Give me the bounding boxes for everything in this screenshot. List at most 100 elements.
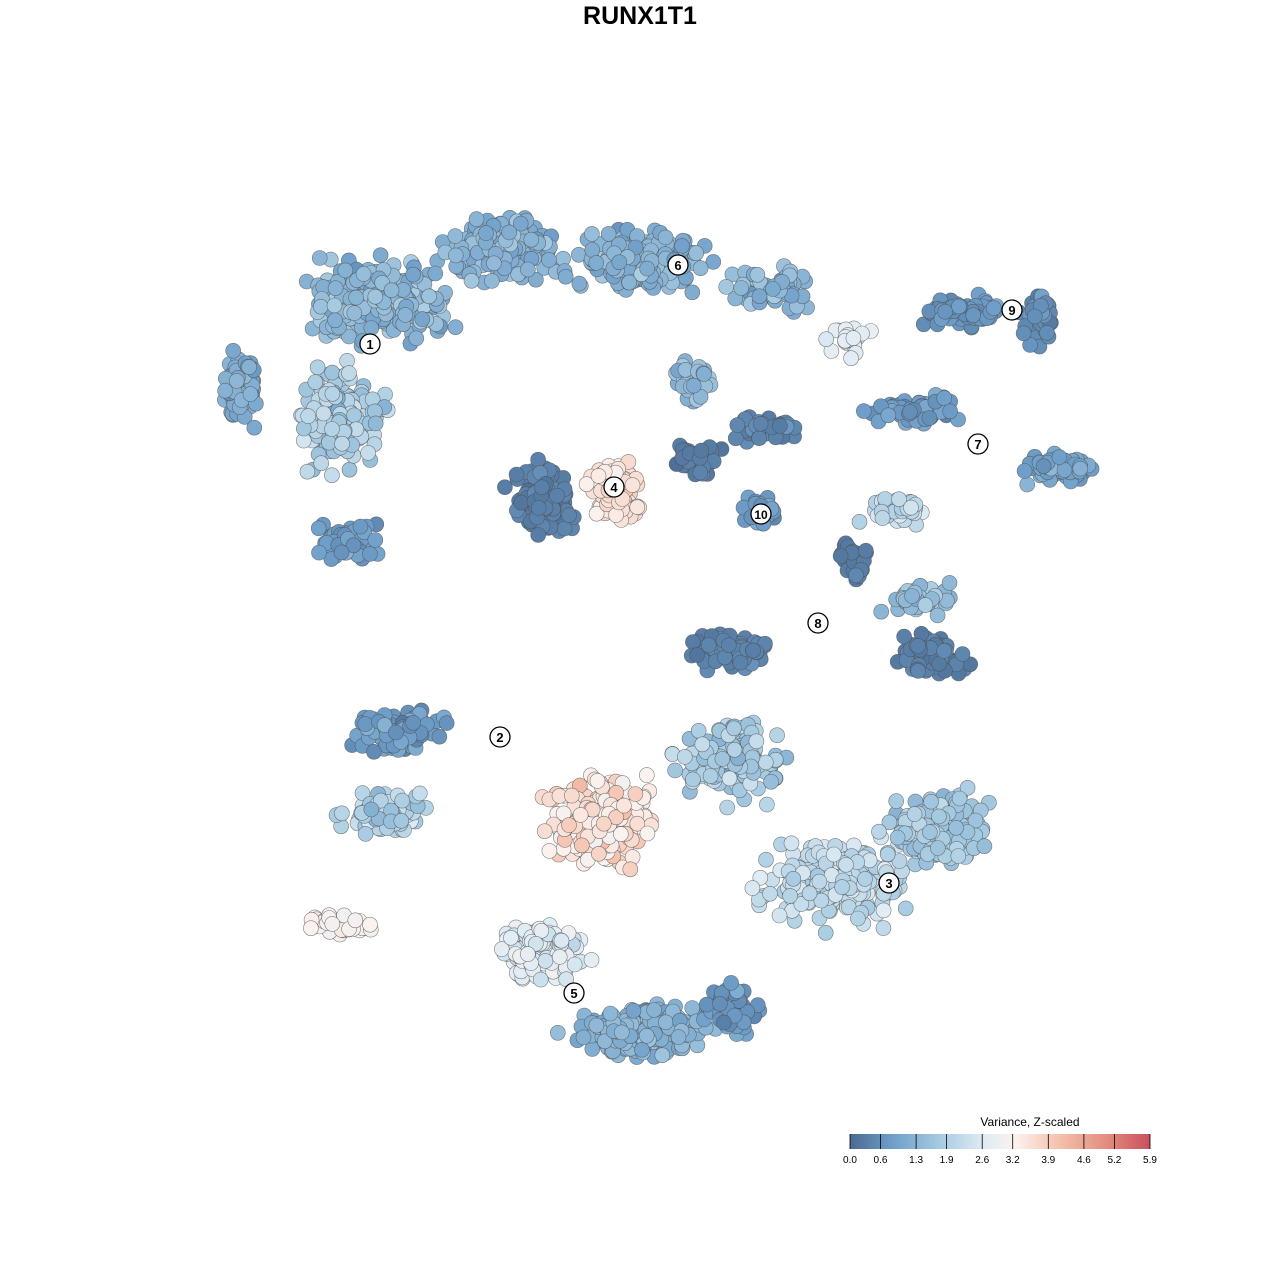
data-point (324, 385, 341, 402)
data-point (888, 793, 905, 809)
data-point (363, 801, 380, 818)
data-point (801, 885, 818, 902)
data-point (811, 873, 828, 890)
data-point (561, 507, 577, 524)
data-point (985, 300, 1002, 316)
data-point (346, 305, 363, 321)
data-point (590, 845, 607, 862)
cluster-label-4: 4 (603, 476, 625, 498)
data-point (523, 231, 540, 248)
data-point (501, 224, 518, 241)
data-point (880, 407, 897, 424)
cluster-label-text: 9 (1008, 303, 1015, 318)
data-point (367, 288, 384, 305)
data-point (421, 288, 437, 305)
data-point (310, 520, 327, 537)
data-point (1016, 463, 1033, 479)
data-point (771, 907, 788, 924)
data-point (729, 417, 746, 433)
data-point (879, 846, 896, 863)
colorbar-tick-label: 3.9 (1041, 1155, 1055, 1166)
data-point (357, 716, 374, 732)
data-point (902, 404, 918, 420)
data-point (367, 532, 384, 548)
data-point (563, 787, 580, 804)
data-point (533, 479, 550, 496)
data-point (246, 419, 263, 436)
data-point (575, 1029, 592, 1046)
data-point (584, 226, 600, 242)
data-point (530, 527, 547, 543)
data-point (486, 255, 502, 272)
data-point (639, 825, 656, 842)
data-point (513, 494, 530, 511)
data-point (508, 466, 525, 483)
data-point (348, 289, 364, 306)
data-point (241, 359, 257, 375)
chart-title: RUNX1T1 (583, 2, 697, 30)
data-point (762, 885, 778, 902)
data-point (447, 319, 464, 336)
data-point (324, 364, 341, 381)
data-point (313, 455, 330, 472)
data-point (923, 793, 939, 810)
data-point (512, 215, 529, 232)
data-point (785, 870, 802, 887)
data-point (629, 499, 646, 516)
data-point (360, 445, 376, 461)
data-point (875, 920, 892, 936)
data-point (1035, 458, 1052, 475)
data-point (698, 996, 715, 1013)
cluster-label-text: 3 (885, 876, 892, 891)
data-point (483, 273, 500, 289)
data-point (950, 848, 967, 864)
data-point (613, 1024, 630, 1041)
cluster-label-8: 8 (807, 612, 829, 634)
data-point (411, 785, 428, 802)
data-point (324, 916, 341, 932)
cluster-label-9: 9 (1001, 299, 1023, 321)
data-point (851, 513, 868, 530)
data-point (726, 720, 742, 737)
data-point (692, 260, 709, 277)
data-point (726, 741, 743, 758)
data-point (530, 451, 546, 468)
colorbar-gradient (850, 1134, 1150, 1149)
data-point (311, 544, 327, 561)
data-point (922, 824, 938, 840)
data-point (311, 250, 328, 266)
data-point (818, 331, 835, 348)
data-point (557, 268, 574, 285)
cluster-label-text: 7 (974, 437, 981, 452)
data-point (936, 390, 953, 406)
data-point (657, 1014, 674, 1031)
data-point (602, 1005, 619, 1022)
data-point (702, 768, 719, 784)
data-point (769, 727, 785, 744)
data-point (393, 812, 410, 829)
cluster-label-text: 1 (366, 337, 373, 352)
data-point (1015, 325, 1032, 342)
cluster-label-6: 6 (667, 254, 689, 276)
data-point (583, 952, 600, 968)
cluster-label-7: 7 (967, 433, 989, 455)
data-point (438, 715, 455, 731)
data-point (715, 1014, 732, 1031)
data-point (657, 229, 674, 246)
data-point (362, 546, 378, 562)
data-point (855, 403, 872, 419)
data-point (622, 861, 639, 878)
data-point (357, 826, 374, 842)
data-point (561, 817, 577, 833)
data-point (720, 637, 737, 654)
data-point (965, 307, 982, 324)
data-point (321, 434, 337, 451)
data-point (936, 643, 952, 659)
data-point (848, 567, 864, 584)
data-point (405, 714, 421, 731)
data-point (588, 1017, 605, 1034)
data-point (634, 1042, 650, 1058)
legend-title: Variance, Z-scaled (980, 1115, 1080, 1129)
data-point (225, 342, 241, 359)
data-point (217, 382, 233, 399)
